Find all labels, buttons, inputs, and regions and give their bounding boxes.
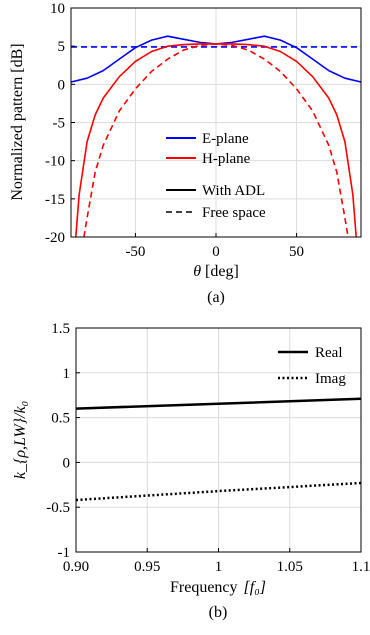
legend-free-space-label: Free space [202, 205, 266, 221]
chart-b-xlabel: Frequency [f₀] [170, 579, 266, 596]
chart-b-xtick-label-2: 1 [215, 559, 223, 575]
chart-b-caption: (b) [209, 604, 228, 621]
chart-b-legend: Real Imag [278, 345, 346, 387]
chart-a-xtick-label-2: 50 [289, 244, 304, 260]
chart-b-grid [75, 327, 362, 553]
chart-a-ytick-label-5: -15 [45, 192, 65, 208]
chart-b-ytick-label-2: 0.5 [51, 411, 70, 427]
chart-a-ytick-label-1: 5 [58, 39, 66, 55]
chart-b-xtick-label-1: 0.95 [134, 559, 160, 575]
chart-a-legend: E-plane H-plane With ADL Free space [166, 131, 266, 221]
chart-b-series [75, 397, 362, 502]
chart-a-caption: (a) [207, 289, 225, 306]
chart-b-ytick-label-0: 1.5 [51, 321, 70, 337]
chart-a-xtick-label-0: -50 [125, 244, 145, 260]
legend-real-label: Real [315, 345, 343, 361]
chart-b-xtick-label-0: 0.90 [63, 559, 89, 575]
chart-a-ylabel: Normalized pattern [dB] [9, 43, 26, 200]
chart-a-ytick-label-3: -5 [53, 116, 66, 132]
chart-b-xtick-label-3: 1.05 [277, 559, 303, 575]
chart-a-xlabel-unit: [deg] [205, 263, 239, 280]
chart-b-xtick-label-4: 1.1 [352, 559, 370, 575]
chart-a-grid [71, 7, 361, 238]
chart-b: 0.90 0.95 1 1.05 1.1 1.5 1 0.5 0 -0.5 -1 k_{ρ,LW}/… [12, 321, 370, 621]
chart-b-xlabel-text: Frequency [170, 579, 238, 596]
chart-a-series [70, 35, 362, 238]
chart-b-series-0-line [75, 397, 362, 410]
chart-a-ytick-label-2: 0 [58, 77, 66, 93]
chart-a-ytick-label-4: -10 [45, 154, 65, 170]
chart-b-ticks: 0.90 0.95 1 1.05 1.1 1.5 1 0.5 0 -0.5 -1 [46, 321, 370, 575]
legend-h-plane-label: H-plane [202, 151, 251, 167]
chart-b-ytick-label-4: -0.5 [46, 500, 70, 516]
chart-b-ytick-label-5: -1 [58, 545, 71, 561]
chart-b-ytick-label-1: 1 [63, 366, 71, 382]
chart-a-series-3-line [83, 43, 349, 238]
chart-b-ytick-label-3: 0 [63, 455, 71, 471]
chart-b-ylabel: k_{ρ,LW}/k₀ [12, 401, 29, 479]
legend-with-adl-label: With ADL [202, 183, 265, 199]
legend-imag-label: Imag [315, 371, 346, 387]
chart-a-xtick-label-1: 0 [212, 244, 220, 260]
chart-a-ytick-label-0: 10 [50, 1, 65, 17]
chart-a-xlabel: θ [deg] [193, 263, 239, 280]
chart-a-ytick-label-6: -20 [45, 230, 65, 246]
chart-a-xlabel-symbol: θ [193, 263, 201, 280]
chart-b-xlabel-unit: [f₀] [244, 579, 266, 596]
legend-e-plane-label: E-plane [202, 131, 249, 147]
